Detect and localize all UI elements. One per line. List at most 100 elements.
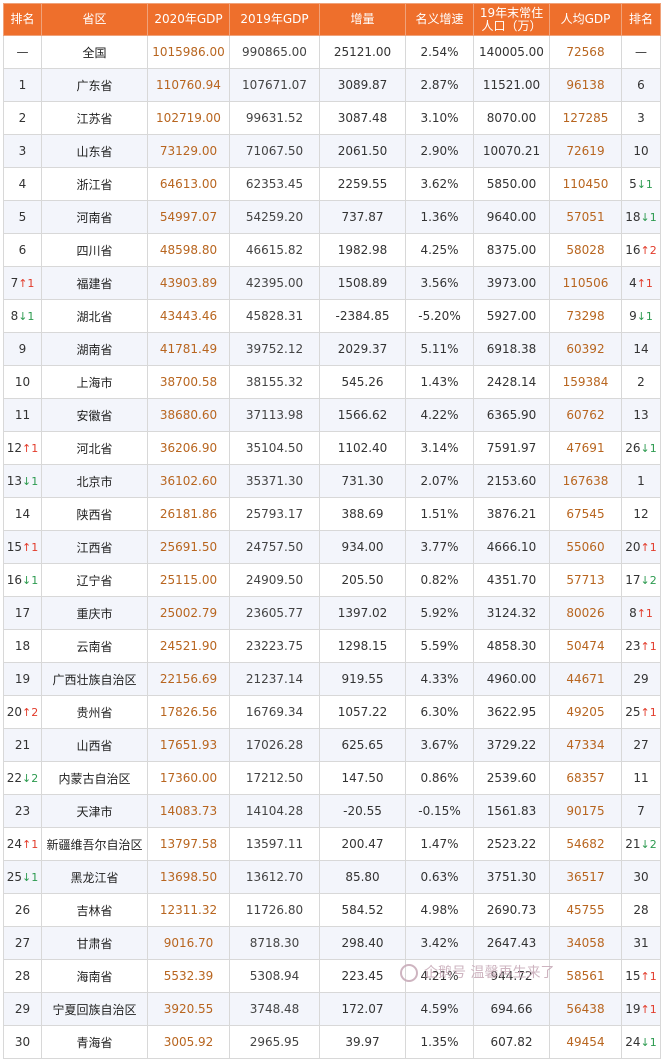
rank-cell: 8↓1 <box>3 299 42 333</box>
population-cell: 2428.14 <box>473 365 550 399</box>
per-capita-cell-value: 44671 <box>566 672 605 686</box>
province-cell-value: 辽宁省 <box>76 573 113 588</box>
gdp2019-cell: 38155.32 <box>229 365 320 399</box>
per-capita-cell: 36517 <box>549 860 622 894</box>
per-capita-cell-value: 73298 <box>566 309 605 323</box>
per-capita-rank-cell: 28 <box>621 893 661 927</box>
population-cell: 2690.73 <box>473 893 550 927</box>
growth-rate-cell: 3.14% <box>405 431 474 465</box>
province-cell-value: 山东省 <box>76 144 113 159</box>
table-row: 19 广西壮族自治区 22156.69 21237.14 919.55 4.33% 4960… <box>3 662 661 696</box>
per-capita-cell-value: 55060 <box>566 540 605 554</box>
population-cell: 694.66 <box>473 992 550 1026</box>
population-cell: 10070.21 <box>473 134 550 168</box>
gdp2020-cell: 17651.93 <box>147 728 230 762</box>
gdp2020-cell: 41781.49 <box>147 332 230 366</box>
per-capita-cell-value: 72619 <box>566 144 605 158</box>
gdp2020-cell: 22156.69 <box>147 662 230 696</box>
increase-cell: 2259.55 <box>319 167 406 201</box>
table-row: 26 吉林省 12311.32 11726.80 584.52 4.98% 2690.73 4… <box>3 893 661 927</box>
gdp2020-cell-value: 17826.56 <box>159 705 218 719</box>
rank-cell-value: 30 <box>14 1035 31 1049</box>
growth-rate-cell-value: 3.56% <box>420 276 459 290</box>
gdp2020-cell-value: 102719.00 <box>156 111 221 125</box>
increase-cell: 3087.48 <box>319 101 406 135</box>
increase-cell-value: 147.50 <box>341 771 384 785</box>
province-cell: 内蒙古自治区 <box>41 761 148 795</box>
rank-change-indicator: ↑1 <box>640 1003 657 1016</box>
per-capita-rank-cell-value: 21 <box>625 837 641 851</box>
per-capita-rank-cell: 31 <box>621 926 661 960</box>
province-cell: 山西省 <box>41 728 148 762</box>
rank-cell: — <box>3 35 42 69</box>
growth-rate-cell-value: 2.54% <box>420 45 459 59</box>
growth-rate-cell: 5.59% <box>405 629 474 663</box>
gdp2019-cell-value: 13612.70 <box>245 870 304 884</box>
gdp2020-cell-value: 25002.79 <box>159 606 218 620</box>
per-capita-cell: 47334 <box>549 728 622 762</box>
per-capita-cell: 68357 <box>549 761 622 795</box>
gdp2019-cell-value: 45828.31 <box>245 309 304 323</box>
table-row: 6 四川省 48598.80 46615.82 1982.98 4.25% 8375.00 5… <box>3 233 661 267</box>
population-cell-value: 2539.60 <box>486 771 537 785</box>
growth-rate-cell: 3.42% <box>405 926 474 960</box>
increase-cell-value: 1057.22 <box>337 705 388 719</box>
per-capita-cell-value: 47691 <box>566 441 605 455</box>
per-capita-rank-cell: 29 <box>621 662 661 696</box>
per-capita-cell-value: 36517 <box>566 870 605 884</box>
per-capita-rank-cell: 14 <box>621 332 661 366</box>
per-capita-rank-cell-value: 23 <box>625 639 641 653</box>
header-province: 省区 <box>41 3 148 36</box>
per-capita-rank-cell: 8↑1 <box>621 596 661 630</box>
table-row: 24↑1 新疆维吾尔自治区 13797.58 13597.11 200.47 1.47% 2… <box>3 827 661 861</box>
rank-cell-value: 28 <box>14 969 31 983</box>
rank-cell: 17 <box>3 596 42 630</box>
increase-cell-value: 298.40 <box>341 936 384 950</box>
population-cell: 4666.10 <box>473 530 550 564</box>
population-cell: 2523.22 <box>473 827 550 861</box>
increase-cell-value: 1982.98 <box>337 243 388 257</box>
gdp2020-cell: 43903.89 <box>147 266 230 300</box>
table-row: — 全国 1015986.00 990865.00 25121.00 2.54% 14000… <box>3 35 661 69</box>
population-cell: 8375.00 <box>473 233 550 267</box>
gdp2020-cell: 36206.90 <box>147 431 230 465</box>
per-capita-rank-cell-value: 9 <box>629 309 637 323</box>
table-row: 21 山西省 17651.93 17026.28 625.65 3.67% 3729.22 4… <box>3 728 661 762</box>
per-capita-cell: 167638 <box>549 464 622 498</box>
per-capita-cell: 44671 <box>549 662 622 696</box>
table-row: 23 天津市 14083.73 14104.28 -20.55 -0.15% 1561.83… <box>3 794 661 828</box>
per-capita-rank-cell: 7 <box>621 794 661 828</box>
gdp2019-cell: 11726.80 <box>229 893 320 927</box>
growth-rate-cell: 2.87% <box>405 68 474 102</box>
gdp2020-cell: 73129.00 <box>147 134 230 168</box>
growth-rate-cell-value: 0.63% <box>420 870 459 884</box>
population-cell-value: 4858.30 <box>486 639 537 653</box>
rank-change-indicator: ↓1 <box>18 310 35 323</box>
rank-change-indicator: ↓1 <box>22 574 39 587</box>
growth-rate-cell-value: 5.11% <box>420 342 459 356</box>
increase-cell-value: 731.30 <box>341 474 384 488</box>
per-capita-rank-cell: 18↓1 <box>621 200 661 234</box>
rank-cell: 15↑1 <box>3 530 42 564</box>
gdp2020-cell: 36102.60 <box>147 464 230 498</box>
growth-rate-cell-value: 4.21% <box>420 969 459 983</box>
rank-change-indicator: ↑1 <box>18 277 35 290</box>
per-capita-rank-cell-value: 13 <box>633 408 649 422</box>
per-capita-rank-cell: 24↓1 <box>621 1025 661 1059</box>
increase-cell: -20.55 <box>319 794 406 828</box>
per-capita-rank-cell-value: 12 <box>633 507 649 521</box>
gdp2020-cell-value: 36102.60 <box>159 474 218 488</box>
population-cell: 3622.95 <box>473 695 550 729</box>
increase-cell: 172.07 <box>319 992 406 1026</box>
table-row: 22↓2 内蒙古自治区 17360.00 17212.50 147.50 0.86% 253… <box>3 761 661 795</box>
rank-cell: 24↑1 <box>3 827 42 861</box>
population-cell-value: 8070.00 <box>486 111 537 125</box>
gdp2019-cell: 45828.31 <box>229 299 320 333</box>
per-capita-cell: 55060 <box>549 530 622 564</box>
table-row: 20↑2 贵州省 17826.56 16769.34 1057.22 6.30% 3622.… <box>3 695 661 729</box>
per-capita-cell-value: 58028 <box>566 243 605 257</box>
increase-cell: 2061.50 <box>319 134 406 168</box>
per-capita-cell: 50474 <box>549 629 622 663</box>
gdp2020-cell-value: 1015986.00 <box>152 45 225 59</box>
rank-cell-value: 1 <box>18 78 27 92</box>
